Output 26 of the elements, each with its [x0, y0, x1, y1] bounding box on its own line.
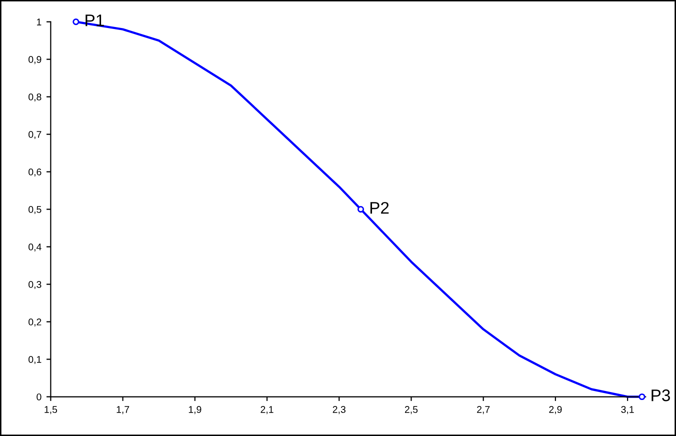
x-tick-label: 2,7: [477, 406, 490, 414]
x-tick-label: 3,1: [621, 406, 634, 414]
y-tick-label: 0,4: [28, 244, 42, 252]
y-tick-label: 0,9: [28, 56, 42, 64]
annotation: P1: [86, 14, 104, 26]
x-tick-label: 1,7: [116, 406, 130, 414]
y-tick-label: 0,5: [28, 206, 42, 214]
point: [72, 18, 80, 26]
point: [638, 393, 646, 400]
y-tick-label: 0,1: [28, 356, 42, 364]
y-tick-label: 0,6: [28, 168, 42, 177]
annotation: P3: [652, 389, 670, 402]
x-tick-label: 1,5: [44, 406, 58, 414]
y-tick-label: 0,8: [28, 94, 42, 102]
y-tick-label: 0: [36, 393, 42, 400]
x-tick-label: 2,3: [332, 406, 346, 414]
x-tick-label: 1,9: [188, 406, 202, 414]
x-tick-label: 2,1: [260, 406, 274, 414]
y-tick-label: 0,7: [28, 131, 42, 140]
x-tick-label: 2,5: [404, 406, 418, 414]
y-tick-label: 0,3: [28, 281, 42, 290]
annotation: P2: [370, 202, 389, 214]
y-tick-label: 1: [37, 18, 42, 26]
point: [357, 206, 364, 213]
x-tick-label: 2,9: [549, 406, 562, 414]
y-tick-label: 0,2: [28, 318, 42, 327]
